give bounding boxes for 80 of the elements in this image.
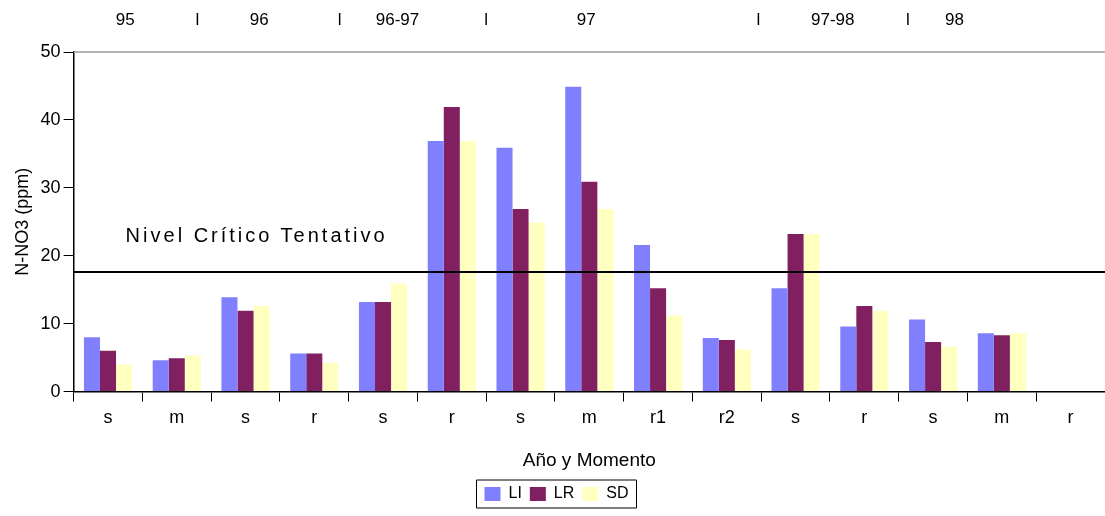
bar	[375, 301, 392, 392]
bar	[941, 346, 958, 392]
bar	[427, 140, 444, 392]
y-tick-label: 0	[50, 380, 61, 401]
bar	[993, 335, 1010, 392]
y-tick-label: 20	[40, 244, 61, 265]
legend-label: SD	[606, 484, 629, 502]
bar	[872, 310, 889, 392]
text: 97	[576, 9, 596, 29]
bar	[925, 342, 942, 392]
text: l	[906, 9, 910, 29]
text: l	[484, 9, 489, 29]
x-tick-label: r	[311, 407, 318, 428]
bar	[83, 337, 100, 392]
y-axis-title: N-NO3 (ppm)	[11, 167, 32, 276]
bar	[99, 350, 117, 392]
x-tick-label: r	[861, 407, 868, 428]
bar	[909, 319, 926, 392]
x-tick-label: s	[241, 407, 251, 428]
bar	[634, 244, 651, 392]
text: 97-98	[810, 9, 855, 29]
bar	[306, 353, 323, 392]
y-tick-label: 10	[40, 312, 61, 333]
x-tick-label: s	[378, 407, 388, 428]
bar	[512, 208, 529, 392]
y-tick-label: 30	[40, 176, 61, 197]
text: l	[195, 9, 200, 29]
x-tick-label: r	[1067, 407, 1074, 428]
bar	[459, 140, 476, 392]
y-tick-label: 50	[40, 40, 61, 61]
text: 98	[944, 9, 964, 29]
x-tick-label: s	[791, 407, 801, 428]
x-tick-label: m	[581, 407, 597, 428]
bar	[666, 315, 683, 392]
bar	[322, 363, 339, 392]
bar	[168, 358, 185, 392]
text: 95	[115, 9, 135, 29]
bar	[803, 234, 820, 392]
bar	[237, 310, 254, 392]
bar	[734, 349, 751, 392]
x-tick-label: s	[103, 407, 113, 428]
bar	[787, 234, 804, 392]
bar	[152, 360, 169, 392]
text: 96-97	[375, 9, 420, 29]
bar	[443, 107, 460, 392]
bar	[290, 353, 307, 392]
x-tick-label: s	[516, 407, 526, 428]
bar	[391, 283, 408, 392]
bar	[253, 306, 270, 392]
text: 96	[249, 9, 269, 29]
x-tick-label: r2	[718, 407, 735, 428]
bar	[702, 337, 719, 392]
ref-line-label: Nivel Crítico Tentativo	[125, 224, 388, 247]
y-tick-label: 40	[40, 108, 61, 129]
bar	[856, 306, 873, 392]
legend-label: LR	[553, 484, 575, 502]
bar	[1009, 333, 1026, 392]
x-tick-label: m	[994, 407, 1010, 428]
text: l	[756, 9, 761, 29]
x-tick-label: m	[169, 407, 185, 428]
bar	[581, 181, 598, 392]
legend-label: LI	[508, 484, 522, 502]
text: l	[337, 9, 342, 29]
bar	[650, 288, 667, 392]
bar	[840, 326, 857, 392]
bar	[528, 222, 545, 392]
bar	[565, 86, 582, 392]
bar	[184, 355, 201, 392]
x-axis-title: Año y Momento	[522, 448, 656, 470]
x-tick-label: r	[448, 407, 455, 428]
bar	[221, 297, 238, 392]
bar	[496, 147, 513, 392]
bar	[116, 364, 133, 392]
x-tick-label: s	[928, 407, 938, 428]
x-tick-label: r1	[650, 407, 667, 428]
bar	[977, 333, 994, 392]
bar	[718, 339, 735, 392]
bar	[771, 288, 788, 392]
bar	[358, 301, 376, 392]
bar	[597, 208, 614, 392]
